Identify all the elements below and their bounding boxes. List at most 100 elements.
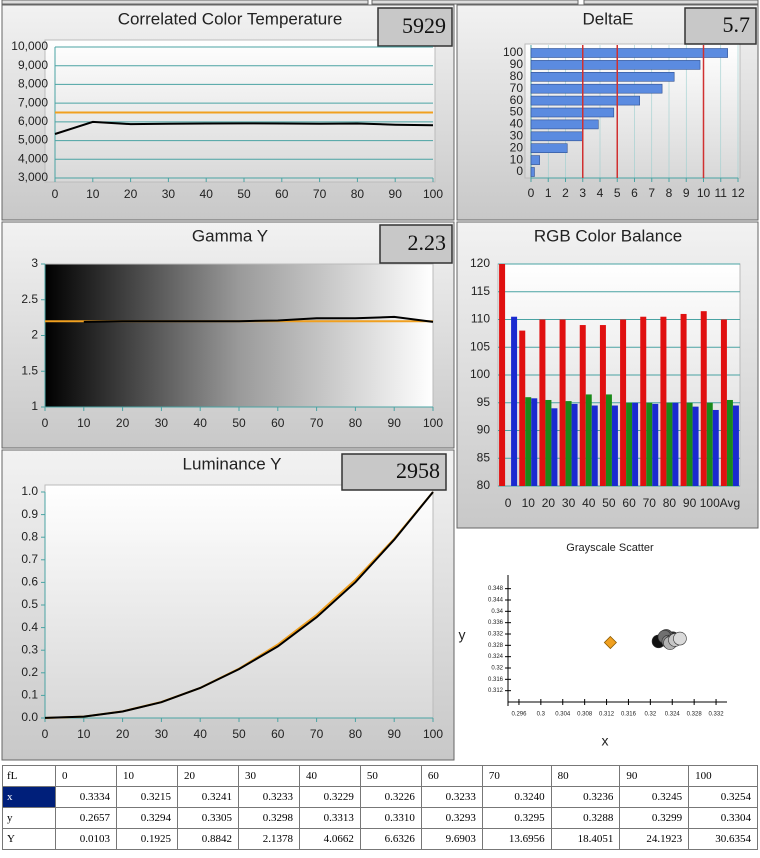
bar xyxy=(660,316,667,486)
y-tick-label: 80 xyxy=(477,478,491,492)
y-tick-label: 0.336 xyxy=(488,620,504,626)
table-cell: 0.3334 xyxy=(55,786,117,808)
x-tick-label: 70 xyxy=(310,416,324,430)
bar xyxy=(700,311,707,486)
bar xyxy=(530,119,599,130)
x-tick-label: 0.328 xyxy=(687,712,703,718)
chart-title: Correlated Color Temperature xyxy=(118,9,343,28)
y-tick-label: 115 xyxy=(471,284,490,298)
x-tick-label: 11 xyxy=(715,186,728,200)
x-tick-label: 40 xyxy=(582,496,596,510)
x-tick-label: 30 xyxy=(155,416,169,430)
bar xyxy=(686,402,693,486)
bar xyxy=(720,319,727,486)
x-tick-label: 10 xyxy=(77,416,91,430)
table-cell: 0.1925 xyxy=(115,828,178,850)
table-cell: 0.3229 xyxy=(298,786,361,808)
table-cell: 18.4051 xyxy=(550,828,621,850)
y-tick-label: 9,000 xyxy=(18,58,48,72)
chart-title: Grayscale Scatter xyxy=(566,542,654,554)
y-tick-label: 0.6 xyxy=(21,575,38,589)
bar xyxy=(559,319,566,486)
table-cell: 0.3254 xyxy=(688,786,758,808)
x-tick-label: 90 xyxy=(388,416,402,430)
table-cell: 100 xyxy=(688,765,758,787)
x-tick-label: 0 xyxy=(42,416,49,430)
point xyxy=(673,631,687,646)
bar xyxy=(706,402,713,486)
y-tick-label: 0.34 xyxy=(491,609,503,615)
x-tick-label: 40 xyxy=(194,416,208,430)
x-tick-label: 6 xyxy=(631,186,638,200)
x-tick-label: 80 xyxy=(663,496,677,510)
y-tick-label: 10,000 xyxy=(11,39,48,53)
bar xyxy=(666,402,673,486)
bar xyxy=(652,403,659,486)
table-cell: 30.6354 xyxy=(688,828,758,850)
x-tick-label: 90 xyxy=(389,187,403,201)
bar xyxy=(732,405,739,486)
x-tick-label: 90 xyxy=(388,727,402,741)
bar xyxy=(712,409,719,486)
y-tick-label: 1 xyxy=(31,399,38,413)
table-cell: 70 xyxy=(481,765,552,787)
x-tick-label: 70 xyxy=(643,496,657,510)
x-tick-label: 3 xyxy=(579,186,586,200)
x-tick-label: 0 xyxy=(505,496,512,510)
table-row: Y 0.0103 0.1925 0.8842 2.1378 4.0662 6.6326 9.6… xyxy=(2,828,758,850)
bar xyxy=(530,60,701,70)
table-cell: fL xyxy=(2,765,56,787)
chart-title: Luminance Y xyxy=(183,454,282,473)
bar xyxy=(646,402,653,486)
table-cell: 0.3245 xyxy=(619,786,690,808)
x-tick-label: 10 xyxy=(522,496,536,510)
table-cell: 0.3236 xyxy=(550,786,621,808)
table-cell: 0.3310 xyxy=(359,807,422,829)
table-cell: 0.3298 xyxy=(237,807,300,829)
table-cell: 0.3233 xyxy=(237,786,300,808)
y-tick-label: 100 xyxy=(503,45,523,59)
chart-title: DeltaE xyxy=(582,9,633,28)
y-tick-label: 20 xyxy=(510,140,524,154)
table-cell: 0.3295 xyxy=(481,807,552,829)
y-tick-label: 40 xyxy=(510,117,524,131)
bar xyxy=(585,394,592,486)
y-tick-label: 0.5 xyxy=(21,597,38,611)
table-cell: 0.2657 xyxy=(55,807,117,829)
target-point xyxy=(603,635,617,650)
y-tick-label: 0.0 xyxy=(21,710,38,724)
bar xyxy=(525,397,532,486)
y-tick-label: 0.8 xyxy=(21,529,38,543)
table-cell: 0.3240 xyxy=(481,786,552,808)
x-tick-label: 2 xyxy=(562,186,569,200)
table-cell: 20 xyxy=(176,765,239,787)
x-tick-label: 9 xyxy=(683,186,690,200)
x-tick-label: 20 xyxy=(124,187,138,201)
chart-title: RGB Color Balance xyxy=(534,226,682,245)
table-cell: 80 xyxy=(550,765,621,787)
table-cell: 90 xyxy=(619,765,690,787)
x-tick-label: 0.332 xyxy=(709,712,725,718)
table-cell: 6.6326 xyxy=(359,828,422,850)
readout: 2958 xyxy=(396,458,440,483)
readout-box xyxy=(684,7,757,45)
y-tick-label: 0.312 xyxy=(488,688,504,694)
bar xyxy=(511,316,518,486)
y-tick-label: 0.32 xyxy=(491,666,503,672)
y-tick-label: 10 xyxy=(510,152,524,166)
y-tick-label: 4,000 xyxy=(18,151,48,165)
x-tick-label: 20 xyxy=(116,416,130,430)
y-tick-label: 0.328 xyxy=(488,643,504,649)
line-series xyxy=(83,315,434,323)
data-table: fL 0 10 20 30 40 50 60 70 80 90 100 x 0.3334 0.3215 0.3… xyxy=(2,765,758,850)
x-tick-label: 50 xyxy=(232,727,246,741)
x-tick-label: 70 xyxy=(310,727,324,741)
bar xyxy=(530,95,640,106)
table-cell: 0.3293 xyxy=(420,807,483,829)
table-cell: 0.3299 xyxy=(619,807,690,829)
bar xyxy=(551,408,558,486)
header-row: fL 0 10 20 30 40 50 60 70 80 90 100 xyxy=(2,765,758,787)
x-tick-label: 50 xyxy=(232,416,246,430)
table-cell: 40 xyxy=(298,765,361,787)
table-cell: 0.3304 xyxy=(688,807,758,829)
